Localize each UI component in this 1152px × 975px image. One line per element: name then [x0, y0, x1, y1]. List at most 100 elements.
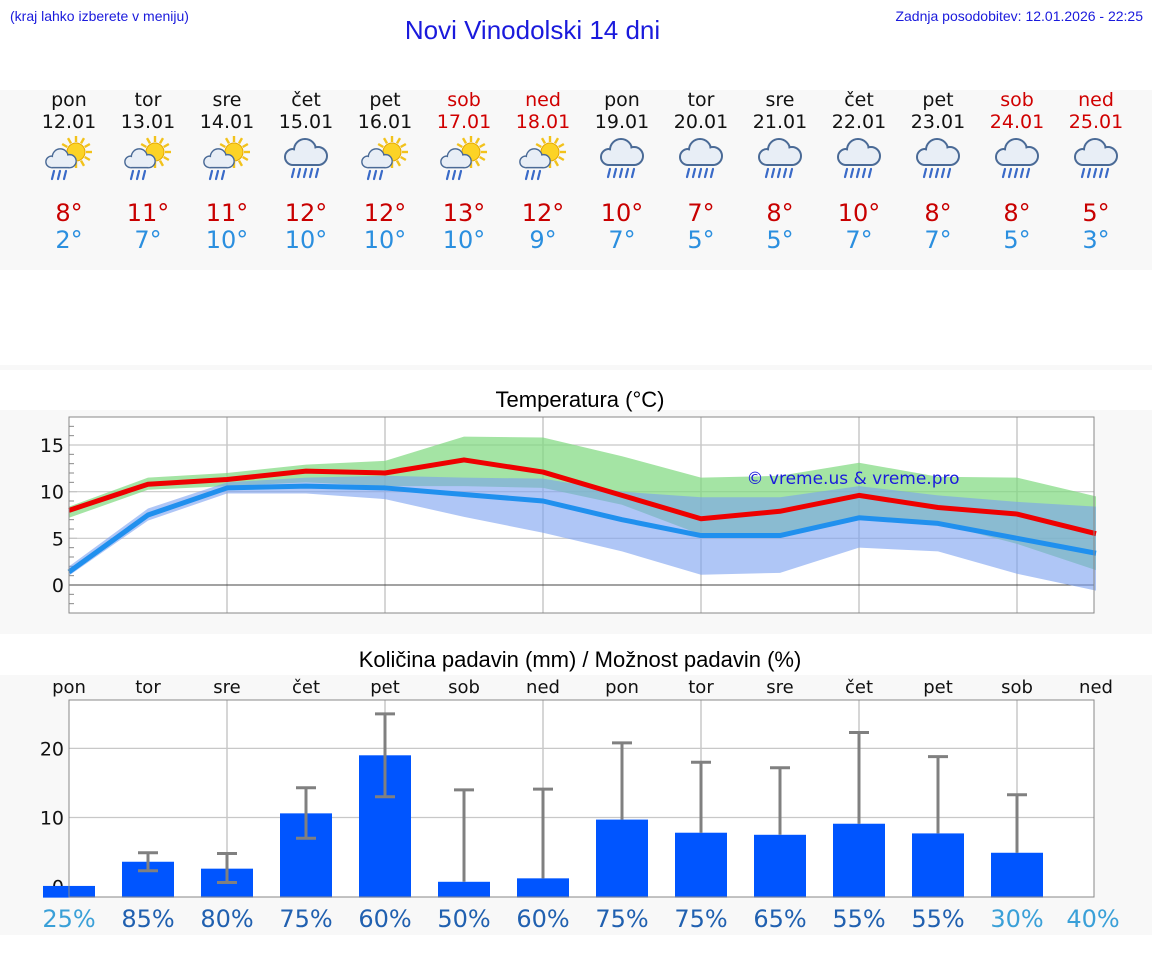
rain-drop	[1092, 167, 1098, 179]
rain-drop	[1001, 167, 1007, 179]
day-column: pon 19.01 10° 7°	[582, 90, 662, 270]
precip-bar	[438, 881, 490, 898]
day-date: 16.01	[357, 111, 413, 133]
day-column: tor 13.01 11° 7°	[108, 90, 188, 270]
day-date: 20.01	[673, 111, 729, 133]
max-temp: 12°	[363, 199, 407, 227]
min-range-band	[69, 475, 1096, 591]
y-tick-label: 0	[52, 575, 64, 597]
day-label: pet	[923, 677, 953, 698]
rain-drop	[867, 167, 873, 179]
day-name: sob	[1000, 89, 1034, 111]
rain-drop	[56, 169, 62, 181]
day-date: 17.01	[436, 111, 492, 133]
last-updated: Zadnja posodobitev: 12.01.2026 - 22:25	[895, 8, 1143, 24]
rain-drop	[709, 167, 715, 179]
max-temp: 11°	[126, 199, 170, 227]
rain-drop	[764, 167, 770, 179]
rain-drop	[782, 167, 788, 179]
cloud	[361, 148, 393, 169]
max-temp: 8°	[766, 199, 794, 227]
day-name: ned	[525, 89, 561, 111]
day-column: sre 14.01 11° 10°	[187, 90, 267, 270]
weather-icon	[438, 136, 490, 188]
max-temp-line	[68, 457, 1097, 537]
day-label: ned	[526, 677, 560, 698]
day-label: tor	[135, 677, 161, 698]
forecast-band	[0, 90, 1152, 270]
precip-bar	[517, 878, 569, 898]
max-temp: 8°	[924, 199, 952, 227]
sun-cloud-rain-icon	[124, 136, 171, 181]
max-temp: 8°	[55, 199, 83, 227]
rain-drop	[314, 167, 320, 179]
rain-drop	[788, 167, 794, 179]
max-temp: 11°	[205, 199, 249, 227]
min-temp: 2°	[55, 226, 83, 254]
rain-drop	[612, 167, 618, 179]
rain-drop	[290, 167, 296, 179]
y-tick-label: 20	[40, 738, 64, 760]
weather-icon	[122, 136, 174, 188]
max-temp: 10°	[600, 199, 644, 227]
weather-icon	[675, 136, 727, 188]
rain-drop	[770, 167, 776, 179]
rain-drop	[697, 167, 703, 179]
page-title: Novi Vinodolski 14 dni	[404, 15, 661, 45]
day-date: 13.01	[120, 111, 176, 133]
max-temp: 5°	[1082, 199, 1110, 227]
rain-drop	[308, 167, 314, 179]
rain-drop	[135, 169, 141, 181]
precip-probability: 55%	[832, 905, 885, 933]
weather-icon	[359, 136, 411, 188]
location-menu-hint: (kraj lahko izberete v meniju)	[10, 8, 189, 24]
rain-drop	[703, 167, 709, 179]
day-date: 18.01	[515, 111, 571, 133]
rain-drop	[1013, 167, 1019, 179]
rain-drop	[855, 167, 861, 179]
rain-drop	[1104, 167, 1110, 179]
cloud	[440, 148, 472, 169]
day-column: pet 23.01 8° 7°	[898, 90, 978, 270]
weather-icon	[833, 136, 885, 188]
day-column: ned 25.01 5° 3°	[1056, 90, 1136, 270]
max-temp: 12°	[521, 199, 565, 227]
rain-drop	[457, 169, 463, 181]
rain-drop	[685, 167, 691, 179]
day-date: 12.01	[41, 111, 97, 133]
day-label: pon	[605, 677, 639, 698]
min-temp: 10°	[284, 226, 328, 254]
temperature-chart: 0 5 10 15 © vreme.us & vreme.pro	[40, 416, 1097, 614]
y-tick-label: 15	[40, 435, 64, 457]
day-column: sob 24.01 8° 5°	[977, 90, 1057, 270]
daily-forecast: pon 12.01 8° 2° tor 13.01 11° 7° sre 14.01 11° 10° č…	[0, 90, 1152, 270]
precip-probability: 60%	[358, 905, 411, 933]
cloud	[837, 138, 881, 166]
rain-drop	[524, 169, 530, 181]
rain-drop	[624, 167, 630, 179]
day-name: sre	[765, 89, 795, 111]
day-date: 23.01	[910, 111, 966, 133]
rain-drop	[378, 169, 384, 181]
sun-cloud-rain-icon	[203, 136, 250, 181]
cloud-rain-icon	[995, 138, 1039, 179]
precip-probability: 65%	[753, 905, 806, 933]
day-label: sob	[1001, 677, 1033, 698]
day-name: pon	[604, 89, 640, 111]
max-temp: 13°	[442, 199, 486, 227]
precip-chart-title: Količina padavin (mm) / Možnost padavin …	[358, 647, 802, 672]
precip-probability: 60%	[516, 905, 569, 933]
cloud-rain-icon	[837, 138, 881, 179]
day-name: čet	[291, 89, 321, 111]
precip-probability: 75%	[279, 905, 332, 933]
day-column: ned 18.01 12° 9°	[503, 90, 583, 270]
min-temp: 10°	[363, 226, 407, 254]
cloud-rain-icon	[916, 138, 960, 179]
cloud-rain-icon	[758, 138, 802, 179]
min-temp: 9°	[529, 226, 557, 254]
rain-drop	[843, 167, 849, 179]
day-name: tor	[687, 89, 715, 111]
rain-drop	[1025, 167, 1031, 179]
min-temp: 7°	[608, 226, 636, 254]
day-column: pet 16.01 12° 10°	[345, 90, 425, 270]
